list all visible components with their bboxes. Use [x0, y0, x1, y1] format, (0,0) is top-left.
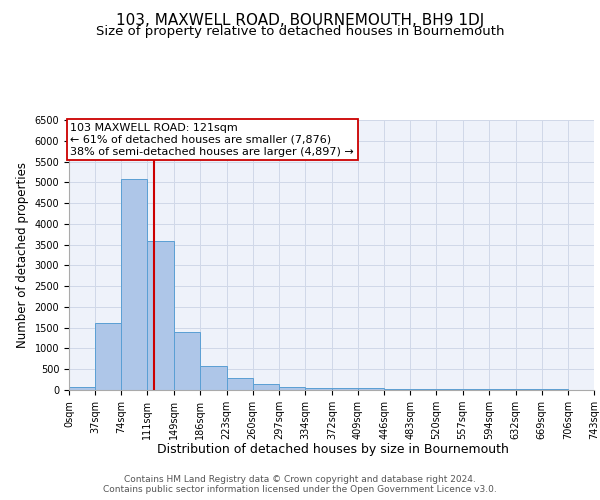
Text: 103, MAXWELL ROAD, BOURNEMOUTH, BH9 1DJ: 103, MAXWELL ROAD, BOURNEMOUTH, BH9 1DJ [116, 12, 484, 28]
Bar [436, 389, 463, 390]
Bar [358, 388, 384, 390]
Text: Contains HM Land Registry data © Crown copyright and database right 2024.
Contai: Contains HM Land Registry data © Crown c… [103, 474, 497, 494]
Bar [515, 389, 542, 390]
Bar [279, 386, 305, 390]
Bar [489, 389, 515, 390]
Bar [174, 332, 200, 390]
Bar [410, 389, 436, 390]
Bar [200, 366, 227, 390]
Text: Size of property relative to detached houses in Bournemouth: Size of property relative to detached ho… [96, 25, 504, 38]
Bar [384, 389, 410, 390]
Bar [305, 388, 332, 390]
Text: 103 MAXWELL ROAD: 121sqm
← 61% of detached houses are smaller (7,876)
38% of sem: 103 MAXWELL ROAD: 121sqm ← 61% of detach… [70, 124, 354, 156]
Bar [332, 388, 358, 390]
Bar [95, 322, 121, 390]
Y-axis label: Number of detached properties: Number of detached properties [16, 162, 29, 348]
Bar [69, 387, 95, 390]
Text: Distribution of detached houses by size in Bournemouth: Distribution of detached houses by size … [157, 442, 509, 456]
Bar [121, 179, 148, 390]
Bar [148, 242, 174, 390]
Bar [227, 378, 253, 390]
Bar [463, 389, 489, 390]
Bar [253, 384, 279, 390]
